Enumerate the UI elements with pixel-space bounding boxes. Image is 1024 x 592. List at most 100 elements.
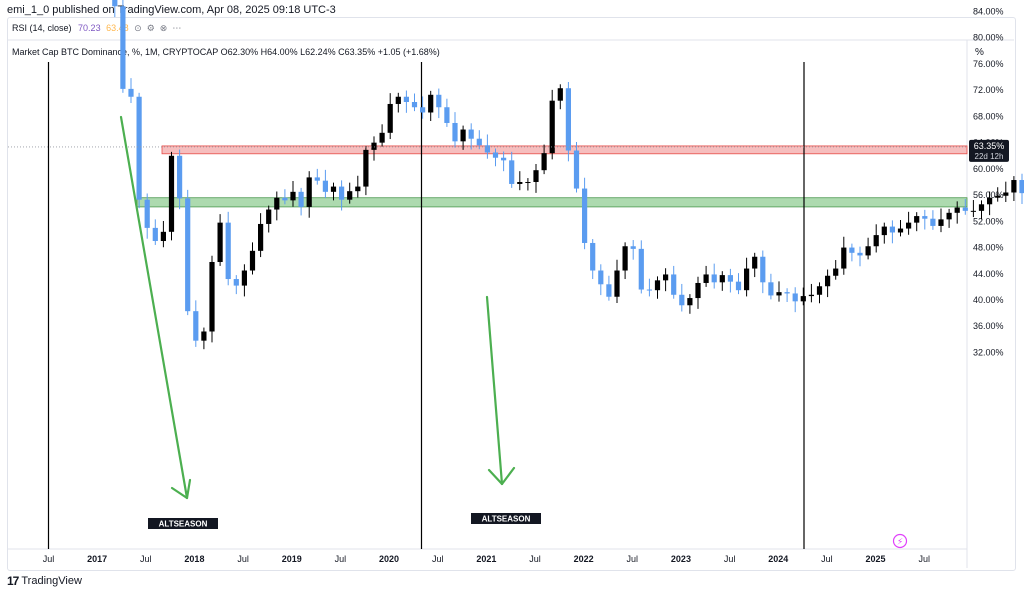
candle-body <box>120 6 126 89</box>
y-tick-label: 40.00% <box>973 295 1004 305</box>
candle-body <box>881 226 887 236</box>
candle-body <box>695 282 701 299</box>
candle-body <box>460 129 466 142</box>
y-tick-label: 80.00% <box>973 33 1004 43</box>
candle-body <box>962 207 968 211</box>
candle-body <box>768 282 774 296</box>
candle-body <box>776 292 782 296</box>
candle-body <box>630 246 636 249</box>
candle-body <box>995 195 1001 198</box>
candle-body <box>339 186 345 200</box>
candle-body <box>371 142 377 150</box>
x-tick-label: Jul <box>821 554 833 564</box>
candle-body <box>436 94 442 108</box>
x-tick-label: Jul <box>237 554 249 564</box>
candle-body <box>476 138 482 146</box>
candle-body <box>144 199 150 228</box>
candle-body <box>727 275 733 282</box>
publisher-line: emi_1_0 published on TradingView.com, Ap… <box>7 4 336 16</box>
delete-icon[interactable]: ⊗ <box>159 23 170 33</box>
candle-body <box>549 100 555 154</box>
candle-body <box>938 219 944 226</box>
altseason-arrow-1 <box>119 115 189 500</box>
candle-body <box>209 261 215 332</box>
x-tick-label: 2023 <box>671 554 691 564</box>
candle-body <box>606 284 612 297</box>
candle-body <box>679 294 685 306</box>
rsi-value-2: 63.48 <box>106 23 129 33</box>
candle-body <box>638 248 644 290</box>
more-icon[interactable]: ⋯ <box>172 23 184 33</box>
candle-body <box>1011 180 1017 193</box>
candle-body <box>225 222 231 280</box>
candle-body <box>249 250 256 271</box>
percent-scale-button[interactable]: % <box>975 47 984 58</box>
price-tag-value: 63.35% <box>974 141 1005 151</box>
candle-body <box>363 149 369 187</box>
support-zone <box>136 197 968 208</box>
candle-body <box>744 268 750 291</box>
ohlc-values: O62.30% H64.00% L62.24% C63.35% +1.05 (+… <box>220 47 440 57</box>
rsi-name: RSI (14, close) <box>12 23 72 33</box>
candle-body <box>752 256 758 269</box>
candle-body <box>452 122 458 142</box>
price-tag-countdown: 22d 12h <box>975 152 1004 161</box>
candle-body <box>112 0 118 7</box>
candle-body <box>193 311 199 341</box>
candle-body <box>970 210 976 212</box>
candle-body <box>266 209 272 224</box>
candle-body <box>825 275 831 287</box>
candle-body <box>557 88 563 101</box>
x-tick-label: Jul <box>627 554 639 564</box>
x-tick-label: Jul <box>918 554 930 564</box>
candle-body <box>889 226 895 233</box>
x-tick-label: 2021 <box>476 554 496 564</box>
y-tick-label: 72.00% <box>973 85 1004 95</box>
candle-body <box>719 275 725 283</box>
candle-body <box>330 186 337 192</box>
candle-body <box>298 191 304 207</box>
rsi-legend: RSI (14, close) 70.23 63.48 ⊙ ⚙ ⊗ ⋯ <box>12 23 183 34</box>
candle-body <box>177 155 183 199</box>
candle-body <box>841 247 847 269</box>
candle-body <box>646 289 652 291</box>
candle-body <box>355 186 361 192</box>
candle-body <box>201 331 207 341</box>
candle-body <box>1019 180 1024 194</box>
tradingview-logo[interactable]: 17 TradingView <box>7 574 82 588</box>
candle-body <box>598 270 604 285</box>
candle-body <box>849 247 855 253</box>
y-tick-label: 52.00% <box>973 216 1004 226</box>
candle-body <box>347 191 353 200</box>
candle-body <box>816 286 823 295</box>
candle-body <box>573 150 580 189</box>
altseason-label: ALTSEASON <box>482 515 531 524</box>
x-tick-label: 2017 <box>87 554 107 564</box>
y-tick-label: 60.00% <box>973 164 1004 174</box>
candle-body <box>420 107 426 113</box>
candle-body <box>865 246 871 256</box>
event-icon <box>892 533 908 549</box>
lightning-icon: ⚡ <box>897 538 903 548</box>
candle-body <box>582 188 588 243</box>
candle-body <box>185 198 191 312</box>
candle-body <box>282 197 288 201</box>
x-tick-label: 2024 <box>768 554 788 564</box>
candle-body <box>274 197 280 210</box>
candle-body <box>565 88 571 151</box>
candle-body <box>808 294 814 297</box>
altseason-arrowhead-2 <box>487 466 516 486</box>
x-tick-label: 2019 <box>282 554 302 564</box>
altseason-label: ALTSEASON <box>159 520 208 529</box>
rsi-value-1: 70.23 <box>78 23 101 33</box>
settings-icon[interactable]: ⚙ <box>146 23 157 33</box>
price-tag-bg <box>969 139 1009 162</box>
y-tick-label: 48.00% <box>973 243 1004 253</box>
candle-body <box>760 256 766 283</box>
x-tick-label: 2025 <box>866 554 886 564</box>
x-tick-label: Jul <box>432 554 444 564</box>
eye-icon[interactable]: ⊙ <box>134 23 144 33</box>
tradingview-logo-icon: 17 <box>7 574 19 588</box>
candle-body <box>217 222 223 262</box>
